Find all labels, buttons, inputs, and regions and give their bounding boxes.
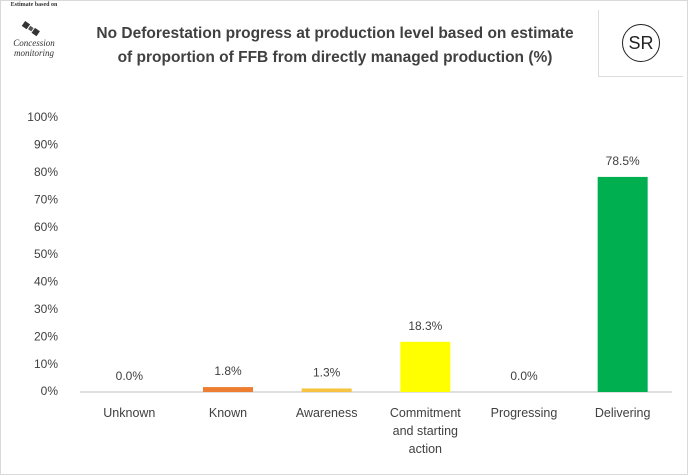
y-tick-label: 20%: [34, 329, 58, 343]
x-tick-label: Unknown: [103, 406, 156, 420]
badge: SR: [622, 24, 660, 62]
x-tick-label: Delivering: [594, 406, 651, 420]
data-label: 0.0%: [510, 369, 538, 383]
x-tick-label: Known: [208, 406, 248, 420]
bar: [301, 388, 352, 392]
y-tick-label: 60%: [34, 220, 58, 234]
x-tick-label: Commitment and starting action: [389, 406, 461, 456]
data-label: 1.8%: [214, 364, 242, 378]
y-tick-label: 90%: [34, 138, 58, 152]
y-tick-label: 10%: [34, 357, 58, 371]
satellite-icon: [21, 20, 40, 37]
x-tick-label: Awareness: [295, 406, 358, 420]
y-tick-label: 40%: [34, 275, 58, 289]
y-tick-label: 100%: [27, 110, 58, 124]
y-tick-label: 80%: [34, 165, 58, 179]
icon-text: Concession: [13, 38, 55, 48]
y-tick-label: 0%: [41, 384, 59, 398]
data-label: 1.3%: [313, 366, 341, 380]
bar: [400, 341, 451, 392]
y-tick-label: 70%: [34, 192, 58, 206]
bar: [597, 176, 648, 392]
data-label: 18.3%: [408, 319, 442, 333]
badge-box: SR: [598, 10, 683, 77]
x-tick-label: Progressing: [490, 406, 558, 420]
bar: [203, 387, 253, 392]
data-label: 78.5%: [606, 154, 640, 168]
icon-text: monitoring: [13, 48, 54, 58]
icon-text: Estimate based on: [10, 2, 58, 8]
data-label: 0.0%: [116, 369, 144, 383]
y-tick-label: 30%: [34, 302, 58, 316]
chart-title: No Deforestation progress at production …: [96, 25, 574, 66]
y-tick-label: 50%: [34, 247, 58, 261]
